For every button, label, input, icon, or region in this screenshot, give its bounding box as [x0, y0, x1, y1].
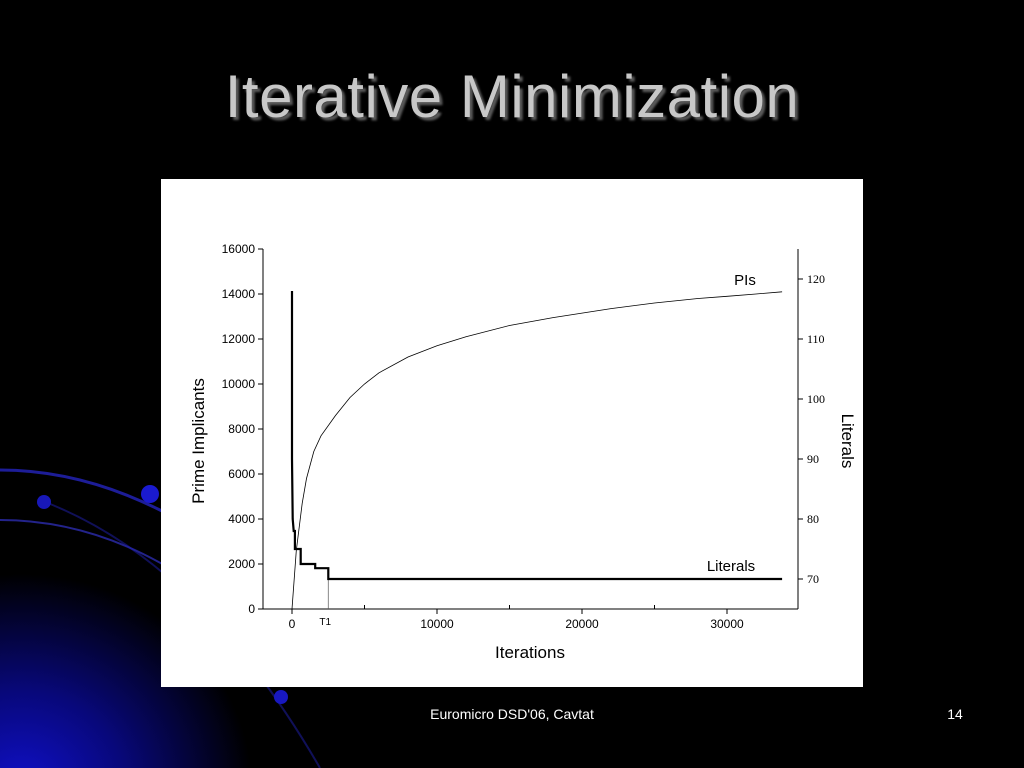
- y2-tick-label: 80: [807, 512, 819, 526]
- series-label-literals: Literals: [707, 558, 755, 575]
- y-tick-label: 16000: [222, 242, 256, 256]
- y2-tick-label: 100: [807, 392, 825, 406]
- y-tick-label: 2000: [228, 557, 255, 571]
- y2-axis-title: Literals: [838, 414, 857, 469]
- x-tick-label: 20000: [565, 617, 599, 631]
- x-tick-label: 30000: [710, 617, 744, 631]
- series-line-literals: [290, 291, 783, 581]
- y2-tick-label: 120: [807, 272, 825, 286]
- y-tick-label: 0: [248, 602, 255, 616]
- x-tick-label: 0: [289, 617, 296, 631]
- y-tick-label: 8000: [228, 422, 255, 436]
- slide-title: Iterative Minimization: [224, 63, 800, 130]
- y-tick-label: 12000: [222, 332, 256, 346]
- y-tick-label: 4000: [228, 512, 255, 526]
- y-axis-title: Prime Implicants: [189, 378, 208, 504]
- t1-marker-label: T1: [319, 617, 331, 628]
- chart: 0 2000 4000 6000 8000 10000 12000 14000 16000 70 8…: [189, 242, 857, 662]
- y2-tick-label: 110: [807, 332, 825, 346]
- footer-text: Euromicro DSD'06, Cavtat: [430, 706, 594, 722]
- y2-tick-label: 90: [807, 452, 819, 466]
- y2-tick-label: 70: [807, 572, 819, 586]
- x-tick-label: 10000: [420, 617, 454, 631]
- series-line-pis: [291, 291, 783, 610]
- y-tick-label: 14000: [222, 287, 256, 301]
- page-number: 14: [947, 706, 963, 722]
- y-tick-label: 10000: [222, 377, 256, 391]
- decor-dot: [141, 485, 159, 503]
- chart-panel: 0 2000 4000 6000 8000 10000 12000 14000 16000 70 8…: [161, 179, 863, 687]
- x-axis-title: Iterations: [495, 643, 565, 662]
- series-label-pis: PIs: [734, 272, 756, 289]
- y-tick-label: 6000: [228, 467, 255, 481]
- decor-dot: [37, 495, 51, 509]
- decor-dot: [274, 690, 288, 704]
